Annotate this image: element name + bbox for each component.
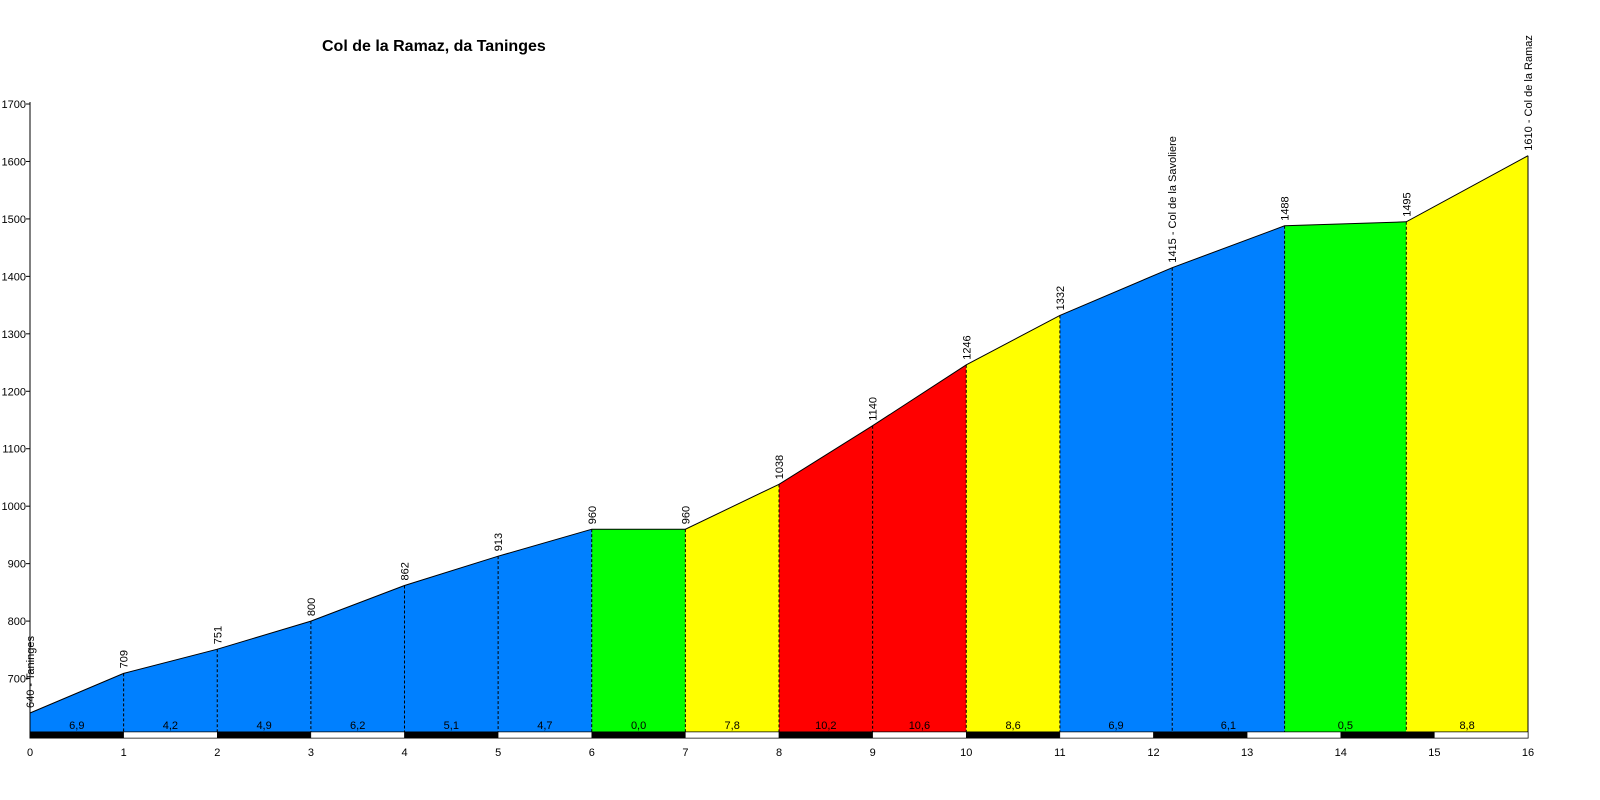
point-label-12: 1332 (1055, 286, 1067, 310)
y-tick-label-5: 1200 (2, 386, 26, 398)
y-tick-label-10: 1700 (2, 99, 26, 111)
x-tick-label-16: 16 (1522, 747, 1534, 759)
axes: 7008009001000110012001300140015001600170… (2, 99, 1535, 759)
point-label-1: 640 - Taninges (25, 636, 37, 708)
segment-fill-13 (1172, 225, 1285, 733)
km-bar-block-1 (123, 731, 218, 739)
point-labels: 6,9 4,2 4,9 6,2 5,1 4,7 0,0 7,8 10,2 10,6 8,6 6,9 6,… (25, 35, 1535, 732)
point-label-10: 1140 (868, 397, 880, 421)
segment-fill-2 (123, 649, 218, 732)
y-tick-label-0: 700 (8, 674, 26, 686)
segment-dividers (123, 155, 1529, 732)
segment-gradient-label-6: 4,7 (537, 720, 552, 732)
segment-gradient-label-3: 4,9 (256, 720, 271, 732)
x-tick-label-10: 10 (960, 747, 972, 759)
chart-title: Col de la Ramaz, da Taninges (322, 38, 546, 55)
point-label-7: 960 (587, 506, 599, 524)
segment-fill-4 (310, 585, 405, 732)
km-bar-block-12 (1153, 731, 1248, 739)
segment-gradient-label-5: 5,1 (444, 720, 459, 732)
segment-fill-14 (1284, 221, 1407, 733)
point-label-8: 960 (680, 506, 692, 524)
point-label-3: 751 (212, 626, 224, 644)
y-tick-label-1: 800 (8, 616, 26, 628)
point-label-6: 913 (493, 533, 505, 551)
segment-gradient-label-9: 10,2 (815, 720, 836, 732)
segment-gradient-label-10: 10,6 (909, 720, 930, 732)
segment-fill-12 (1059, 267, 1173, 732)
segment-gradient-label-2: 4,2 (163, 720, 178, 732)
km-bar-block-2 (217, 731, 312, 739)
point-label-16: 1610 - Col de la Ramaz (1523, 35, 1535, 151)
segment-fill-7 (591, 529, 686, 732)
profile-line-group (29, 155, 1529, 714)
x-tick-label-2: 2 (214, 747, 220, 759)
segment-gradient-label-7: 0,0 (631, 720, 646, 732)
segment-fill-1 (30, 673, 124, 732)
segment-fill-11 (966, 315, 1060, 732)
km-bar-block-6 (591, 731, 686, 739)
y-tick-label-8: 1500 (2, 214, 26, 226)
point-label-13: 1415 - Col de la Savoliere (1167, 136, 1179, 263)
x-tick-label-4: 4 (401, 747, 407, 759)
segment-fill-9 (779, 425, 873, 732)
km-bar-block-11 (1059, 731, 1154, 739)
km-bar-block-8 (778, 731, 873, 739)
segment-fill-15 (1406, 155, 1528, 732)
km-bar-block-5 (497, 731, 592, 739)
x-tick-label-13: 13 (1241, 747, 1253, 759)
km-bar-block-4 (404, 731, 499, 739)
x-tick-label-7: 7 (682, 747, 688, 759)
segment-fill-10 (872, 364, 967, 732)
segment-fill-3 (217, 621, 311, 732)
km-bar-block-9 (872, 731, 967, 739)
x-tick-label-12: 12 (1147, 747, 1159, 759)
y-tick-label-9: 1600 (2, 156, 26, 168)
profile-line (29, 155, 1529, 714)
x-tick-label-0: 0 (27, 747, 33, 759)
point-label-4: 800 (306, 598, 318, 616)
km-bar-block-10 (966, 731, 1061, 739)
point-label-5: 862 (400, 562, 412, 580)
km-bar-block-14 (1340, 731, 1435, 739)
km-bar-block-13 (1246, 731, 1341, 739)
x-tick-label-11: 11 (1054, 747, 1065, 759)
x-tick-label-8: 8 (776, 747, 782, 759)
segment-gradient-label-15: 8,8 (1459, 720, 1474, 732)
segment-gradient-label-13: 6,1 (1221, 720, 1236, 732)
point-label-9: 1038 (774, 455, 786, 479)
y-tick-label-3: 1000 (2, 501, 26, 513)
y-tick-label-2: 900 (8, 559, 26, 571)
y-tick-label-6: 1300 (2, 329, 26, 341)
km-scale-bar (29, 731, 1529, 739)
km-bar-block-15 (1434, 731, 1529, 739)
x-tick-label-14: 14 (1335, 747, 1347, 759)
segment-gradient-label-4: 6,2 (350, 720, 365, 732)
segment-fill-8 (685, 484, 779, 732)
point-label-15: 1495 (1401, 192, 1413, 216)
km-bar-block-3 (310, 731, 405, 739)
point-label-14: 1488 (1280, 196, 1292, 220)
km-bar-block-0 (29, 731, 124, 739)
segment-fill-5 (404, 556, 499, 732)
x-tick-label-6: 6 (589, 747, 595, 759)
segment-gradient-label-14: 0,5 (1338, 720, 1353, 732)
x-tick-label-3: 3 (308, 747, 314, 759)
segment-gradient-label-8: 7,8 (725, 720, 740, 732)
x-tick-label-5: 5 (495, 747, 501, 759)
segment-fill-6 (498, 529, 592, 732)
segment-gradient-label-11: 8,6 (1005, 720, 1020, 732)
x-tick-label-9: 9 (870, 747, 876, 759)
x-tick-label-1: 1 (121, 747, 127, 759)
km-bar-block-7 (685, 731, 780, 739)
point-label-2: 709 (119, 650, 131, 668)
segment-fills (30, 155, 1528, 733)
segment-gradient-label-12: 6,9 (1108, 720, 1123, 732)
y-tick-label-4: 1100 (2, 444, 26, 456)
point-label-11: 1246 (961, 335, 973, 359)
x-tick-label-15: 15 (1428, 747, 1440, 759)
y-tick-label-7: 1400 (2, 271, 26, 283)
segment-gradient-label-1: 6,9 (69, 720, 84, 732)
